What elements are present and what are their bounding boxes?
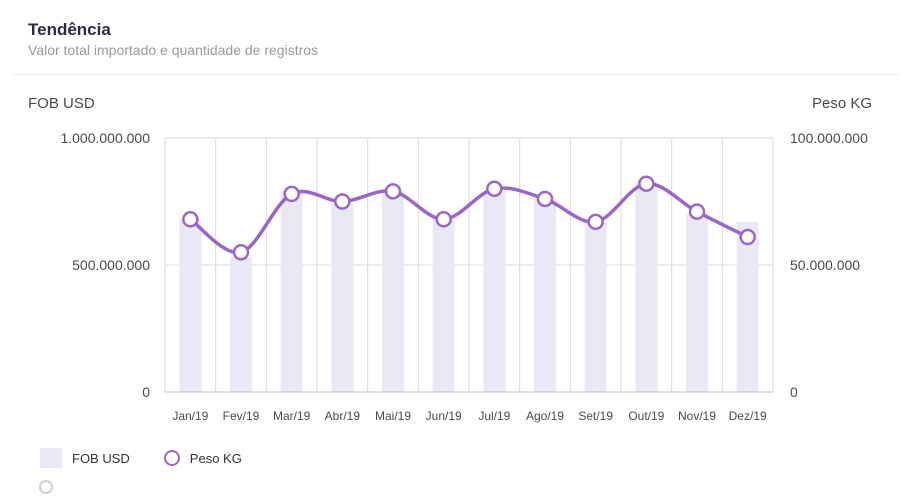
- header-divider: [12, 74, 900, 75]
- point-Mai/19: [384, 183, 402, 200]
- bar-Fev/19: [230, 257, 252, 392]
- legend: FOB USD Peso KG: [40, 448, 276, 468]
- bar-Jun/19: [432, 219, 455, 392]
- x-tick-label: Ago/19: [526, 409, 564, 423]
- point-Ago/19: [536, 190, 554, 208]
- point-Jul/19: [486, 180, 503, 198]
- bar-Dez/19: [736, 221, 759, 392]
- chart-subtitle: Valor total importado e quantidade de re…: [28, 42, 319, 58]
- combo-chart: FOB USD Peso KG 0 0 500.000.000 50.000.000 1.0…: [28, 95, 872, 423]
- bar-Out/19: [635, 183, 658, 392]
- x-tick-label: Jan/19: [172, 409, 208, 423]
- x-tick-label: Mai/19: [375, 409, 411, 423]
- point-Out/19: [638, 175, 655, 192]
- y-right-axis-title: Peso KG: [812, 95, 872, 112]
- point-Abr/19: [334, 193, 351, 210]
- y-right-tick-label: 0: [790, 384, 798, 400]
- y-left-axis-title: FOB USD: [28, 95, 95, 112]
- legend-item-peso[interactable]: Peso KG: [163, 450, 242, 466]
- x-tick-label: Out/19: [628, 409, 664, 423]
- x-tick-label: Jul/19: [478, 409, 510, 423]
- legend-label-peso: Peso KG: [189, 450, 242, 466]
- point-Set/19: [587, 213, 604, 231]
- legend-line-swatch: [163, 450, 180, 466]
- x-tick-label: Set/19: [578, 409, 613, 423]
- bar-Mar/19: [280, 191, 303, 392]
- y-right-tick-label: 50.000.000: [790, 257, 860, 273]
- x-tick-label: Mar/19: [273, 409, 311, 423]
- point-Fev/19: [232, 244, 250, 261]
- point-Nov/19: [688, 203, 706, 220]
- point-Mar/19: [283, 185, 300, 203]
- bar-Nov/19: [686, 214, 708, 392]
- legend-label-fob: FOB USD: [72, 450, 130, 466]
- y-right-tick-label: 100.000.000: [790, 130, 868, 146]
- legend-item-fob[interactable]: FOB USD: [40, 448, 130, 468]
- point-Dez/19: [739, 228, 756, 246]
- x-tick-label: Nov/19: [678, 409, 716, 423]
- bar-Ago/19: [534, 198, 556, 392]
- bar-Jan/19: [179, 219, 202, 392]
- bar-Set/19: [584, 221, 607, 392]
- bar-Abr/19: [331, 204, 354, 392]
- x-tick-label: Dez/19: [729, 409, 767, 423]
- point-Jan/19: [182, 211, 199, 228]
- point-Jun/19: [435, 211, 452, 228]
- y-left-tick-label: 1.000.000.000: [60, 130, 150, 146]
- x-tick-label: Fev/19: [223, 409, 260, 423]
- legend-bar-swatch: [40, 448, 62, 468]
- bar-Mai/19: [382, 191, 404, 392]
- y-left-tick-label: 500.000.000: [72, 257, 150, 273]
- bar-Jul/19: [483, 191, 506, 392]
- x-tick-label: Jun/19: [426, 409, 462, 423]
- y-left-tick-label: 0: [142, 384, 150, 400]
- chart-title: Tendência: [28, 20, 111, 39]
- x-tick-label: Abr/19: [325, 409, 361, 423]
- legend-scroll-indicator[interactable]: [39, 480, 53, 494]
